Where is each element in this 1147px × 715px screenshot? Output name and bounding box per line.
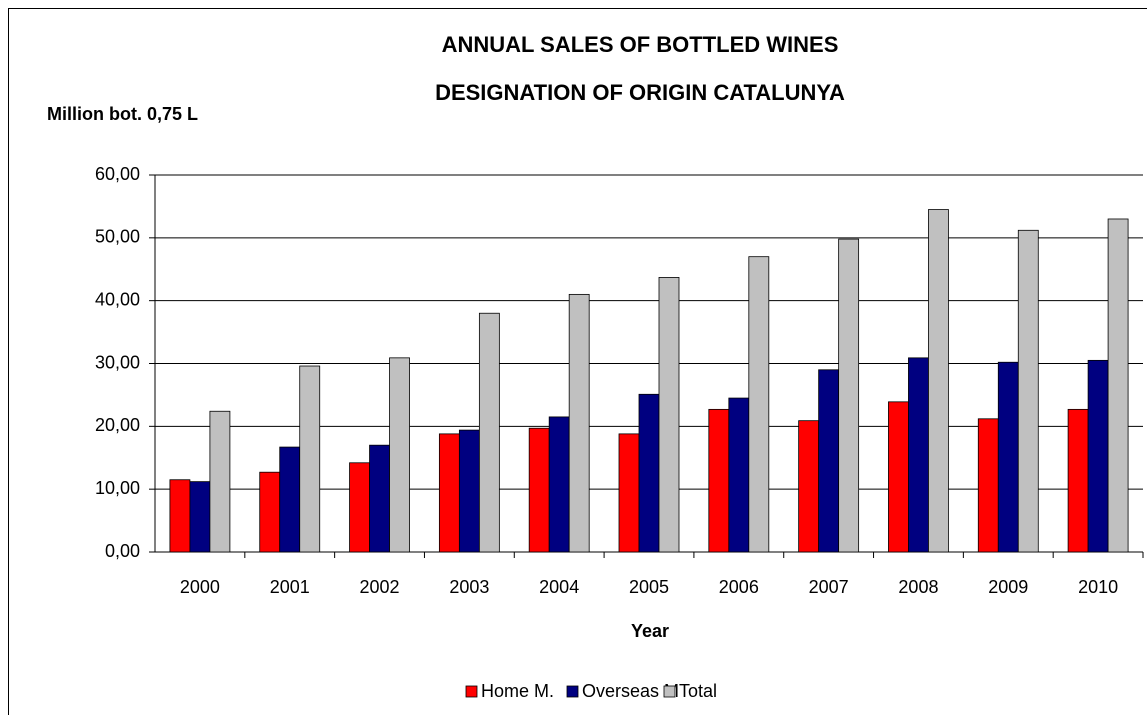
y-tick-label: 0,00	[105, 541, 140, 561]
bar	[818, 369, 840, 553]
y-tick-label: 40,00	[95, 289, 140, 309]
bar	[568, 293, 590, 553]
bar	[928, 209, 949, 553]
bar	[708, 408, 730, 553]
x-tick-label: 2001	[270, 577, 310, 597]
chart-frame	[8, 8, 1147, 715]
legend-label: Home M.	[481, 681, 554, 701]
bar	[209, 410, 231, 553]
y-tick-label: 20,00	[95, 415, 140, 435]
x-tick-label: 2003	[449, 577, 489, 597]
bar	[189, 481, 211, 553]
bar	[638, 393, 660, 553]
bar	[908, 357, 929, 553]
x-tick-label: 2008	[898, 577, 938, 597]
x-axis-label: Year	[631, 621, 669, 641]
bar	[528, 427, 550, 553]
y-tick-label: 50,00	[95, 227, 140, 247]
bar	[618, 433, 640, 553]
bar	[389, 357, 410, 553]
bar	[478, 312, 500, 553]
legend-swatch	[566, 685, 579, 698]
bar	[369, 444, 390, 553]
bar	[458, 429, 480, 553]
x-tick-label: 2000	[180, 577, 220, 597]
x-tick-label: 2009	[988, 577, 1028, 597]
bar	[1067, 408, 1089, 553]
y-tick-label: 30,00	[95, 352, 140, 372]
bar	[977, 418, 999, 553]
bar	[349, 462, 370, 553]
y-tick-label: 10,00	[95, 478, 140, 498]
bar	[1107, 218, 1129, 553]
bar	[279, 446, 301, 553]
x-tick-label: 2005	[629, 577, 669, 597]
y-axis-label: Million bot. 0,75 L	[47, 104, 198, 124]
legend-label: Total	[679, 681, 717, 701]
bar	[997, 361, 1019, 553]
bar	[888, 401, 909, 553]
legend-swatch	[663, 685, 676, 698]
bar	[438, 433, 460, 553]
bar	[748, 256, 770, 553]
bar	[548, 416, 570, 553]
x-tick-label: 2004	[539, 577, 579, 597]
x-tick-label: 2002	[360, 577, 400, 597]
bar	[1087, 359, 1109, 553]
legend-label: Overseas M	[582, 681, 679, 701]
bar	[259, 471, 281, 553]
chart-title: ANNUAL SALES OF BOTTLED WINES	[442, 32, 839, 57]
bar	[728, 397, 750, 553]
bar	[658, 277, 680, 553]
bar	[169, 479, 191, 553]
bar	[838, 238, 860, 553]
legend-swatch	[465, 685, 478, 698]
chart-title: DESIGNATION OF ORIGIN CATALUNYA	[435, 80, 845, 105]
bar	[299, 365, 321, 553]
y-tick-label: 60,00	[95, 164, 140, 184]
bar	[1017, 229, 1039, 553]
x-tick-label: 2010	[1078, 577, 1118, 597]
bar	[798, 420, 820, 553]
x-tick-label: 2007	[809, 577, 849, 597]
x-tick-label: 2006	[719, 577, 759, 597]
